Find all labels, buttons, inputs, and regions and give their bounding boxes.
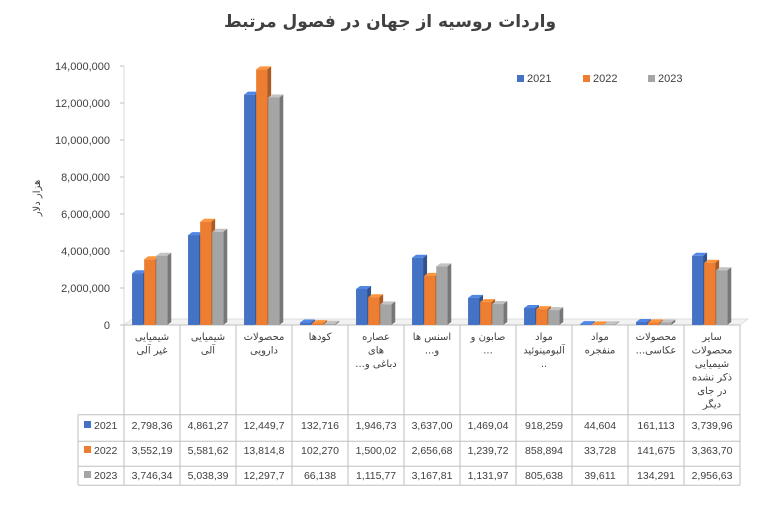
table-cell: 805,638 <box>525 470 563 482</box>
table-cell: 134,291 <box>637 470 675 482</box>
table-cell: 2,956,63 <box>692 470 733 482</box>
table-cell: 1,500,02 <box>356 445 397 457</box>
x-tick-label: اسنس ها و... <box>413 332 451 357</box>
legend-swatch <box>517 75 524 82</box>
category-labels: شیمیایی غیر آلی شیمیایی آلی محصولات دارویی کود… <box>135 332 733 411</box>
bars <box>132 66 732 326</box>
x-tick-label: کودها <box>309 332 332 343</box>
legend-label: 2021 <box>527 73 551 85</box>
table-series-name: 2023 <box>94 470 118 482</box>
table-cell: 13,814,8 <box>244 445 285 457</box>
y-tick-label: 12,000,000 <box>55 98 110 110</box>
table-cell: 3,739,96 <box>692 420 733 432</box>
table-row: 2021 2,798,36 4,861,27 12,449,7 132,716 1,946… <box>84 420 733 432</box>
legend: 2021 2022 2023 <box>517 73 682 85</box>
bar-2023 <box>604 321 620 325</box>
y-axis-label: هزار دلار <box>32 180 43 218</box>
chart-title: واردات روسیه از جهان در فصول مرتبط <box>224 12 556 32</box>
table-cell: 1,469,04 <box>468 420 509 432</box>
table-cell: 33,728 <box>584 445 616 457</box>
table-cell: 161,113 <box>637 420 674 432</box>
legend-label: 2022 <box>593 73 617 85</box>
table-cell: 2,656,68 <box>412 445 453 457</box>
legend-swatch <box>583 75 590 82</box>
bar-2023 <box>212 228 228 325</box>
table-cell: 3,552,19 <box>132 445 173 457</box>
table-cell: 12,449,7 <box>244 420 285 432</box>
bar-2021 <box>580 321 596 325</box>
bar-2021 <box>300 319 316 325</box>
table-cell: 102,270 <box>301 445 339 457</box>
x-tick-label: عصاره های دباغی و... <box>355 332 396 370</box>
table-cell: 12,297,7 <box>244 470 285 482</box>
table-cell: 858,894 <box>525 445 563 457</box>
table-cell: 4,861,27 <box>188 420 229 432</box>
y-tick-label: 2,000,000 <box>61 283 110 295</box>
y-tick-label: 10,000,000 <box>55 135 110 147</box>
table-cell: 3,363,70 <box>692 445 733 457</box>
legend-swatch <box>648 75 655 82</box>
bar-2022 <box>592 321 608 325</box>
table-cell: 5,581,62 <box>188 445 229 457</box>
bar-2022 <box>312 320 328 325</box>
table-cell: 3,637,00 <box>412 420 453 432</box>
x-tick-label: شیمیایی غیر آلی <box>135 332 169 357</box>
y-tick-label: 4,000,000 <box>61 246 110 258</box>
table-cell: 66,138 <box>304 470 336 482</box>
x-tick-label: سایر محصولات شیمیایی ذکر نشده در جای دیگر <box>692 332 733 411</box>
y-tick-label: 8,000,000 <box>61 172 110 184</box>
legend-item-2022: 2022 <box>583 73 617 85</box>
table-cell: 132,716 <box>301 420 339 432</box>
legend-item-2023: 2023 <box>648 73 682 85</box>
bar-2023 <box>324 320 340 325</box>
table-legend-swatch <box>84 421 91 428</box>
table-cell: 5,038,39 <box>188 470 229 482</box>
table-cell: 1,115,77 <box>356 470 396 482</box>
bar-2023 <box>156 252 172 325</box>
bar-2023 <box>380 301 396 325</box>
legend-item-2021: 2021 <box>517 73 551 85</box>
bar-2023 <box>492 301 508 325</box>
bar-2023 <box>716 267 732 325</box>
bar-2023 <box>268 94 284 325</box>
y-tick-label: 0 <box>104 320 110 332</box>
x-tick-label: محصولات عکاسی... <box>636 332 677 357</box>
x-tick-label: شیمیایی آلی <box>191 332 225 357</box>
table-cell: 1,131,97 <box>468 470 509 482</box>
table-series-name: 2022 <box>94 445 118 457</box>
y-tick-label: 6,000,000 <box>61 209 110 221</box>
table-cell: 2,798,36 <box>132 420 173 432</box>
x-tick-label: محصولات دارویی <box>244 332 285 357</box>
table-cell: 1,946,73 <box>356 420 397 432</box>
table-cell: 3,167,81 <box>412 470 453 482</box>
table-legend-swatch <box>84 446 91 453</box>
x-tick-label: صابون و... <box>470 332 506 357</box>
legend-label: 2023 <box>658 73 682 85</box>
table-row: 2022 3,552,19 5,581,62 13,814,8 102,270 1,500… <box>84 445 733 457</box>
table-cell: 3,746,34 <box>132 470 173 482</box>
bar-2023 <box>436 263 452 325</box>
table-cell: 1,239,72 <box>468 445 509 457</box>
table-cell: 44,604 <box>584 420 616 432</box>
data-table: 2021 2,798,36 4,861,27 12,449,7 132,716 1,946… <box>77 325 741 486</box>
table-legend-swatch <box>84 471 91 478</box>
y-tick-label: 14,000,000 <box>55 61 110 73</box>
table-cell: 141,675 <box>637 445 675 457</box>
x-tick-label: مواد آلبومینوئید.. <box>523 332 566 370</box>
table-series-name: 2021 <box>94 420 118 432</box>
table-row: 2023 3,746,34 5,038,39 12,297,7 66,138 1,115,… <box>84 470 733 482</box>
table-cell: 918,259 <box>525 420 563 432</box>
bar-2023 <box>548 307 564 325</box>
x-tick-label: مواد منفجره <box>585 332 616 357</box>
bar-2023 <box>660 319 676 325</box>
table-cell: 39,611 <box>584 470 615 482</box>
